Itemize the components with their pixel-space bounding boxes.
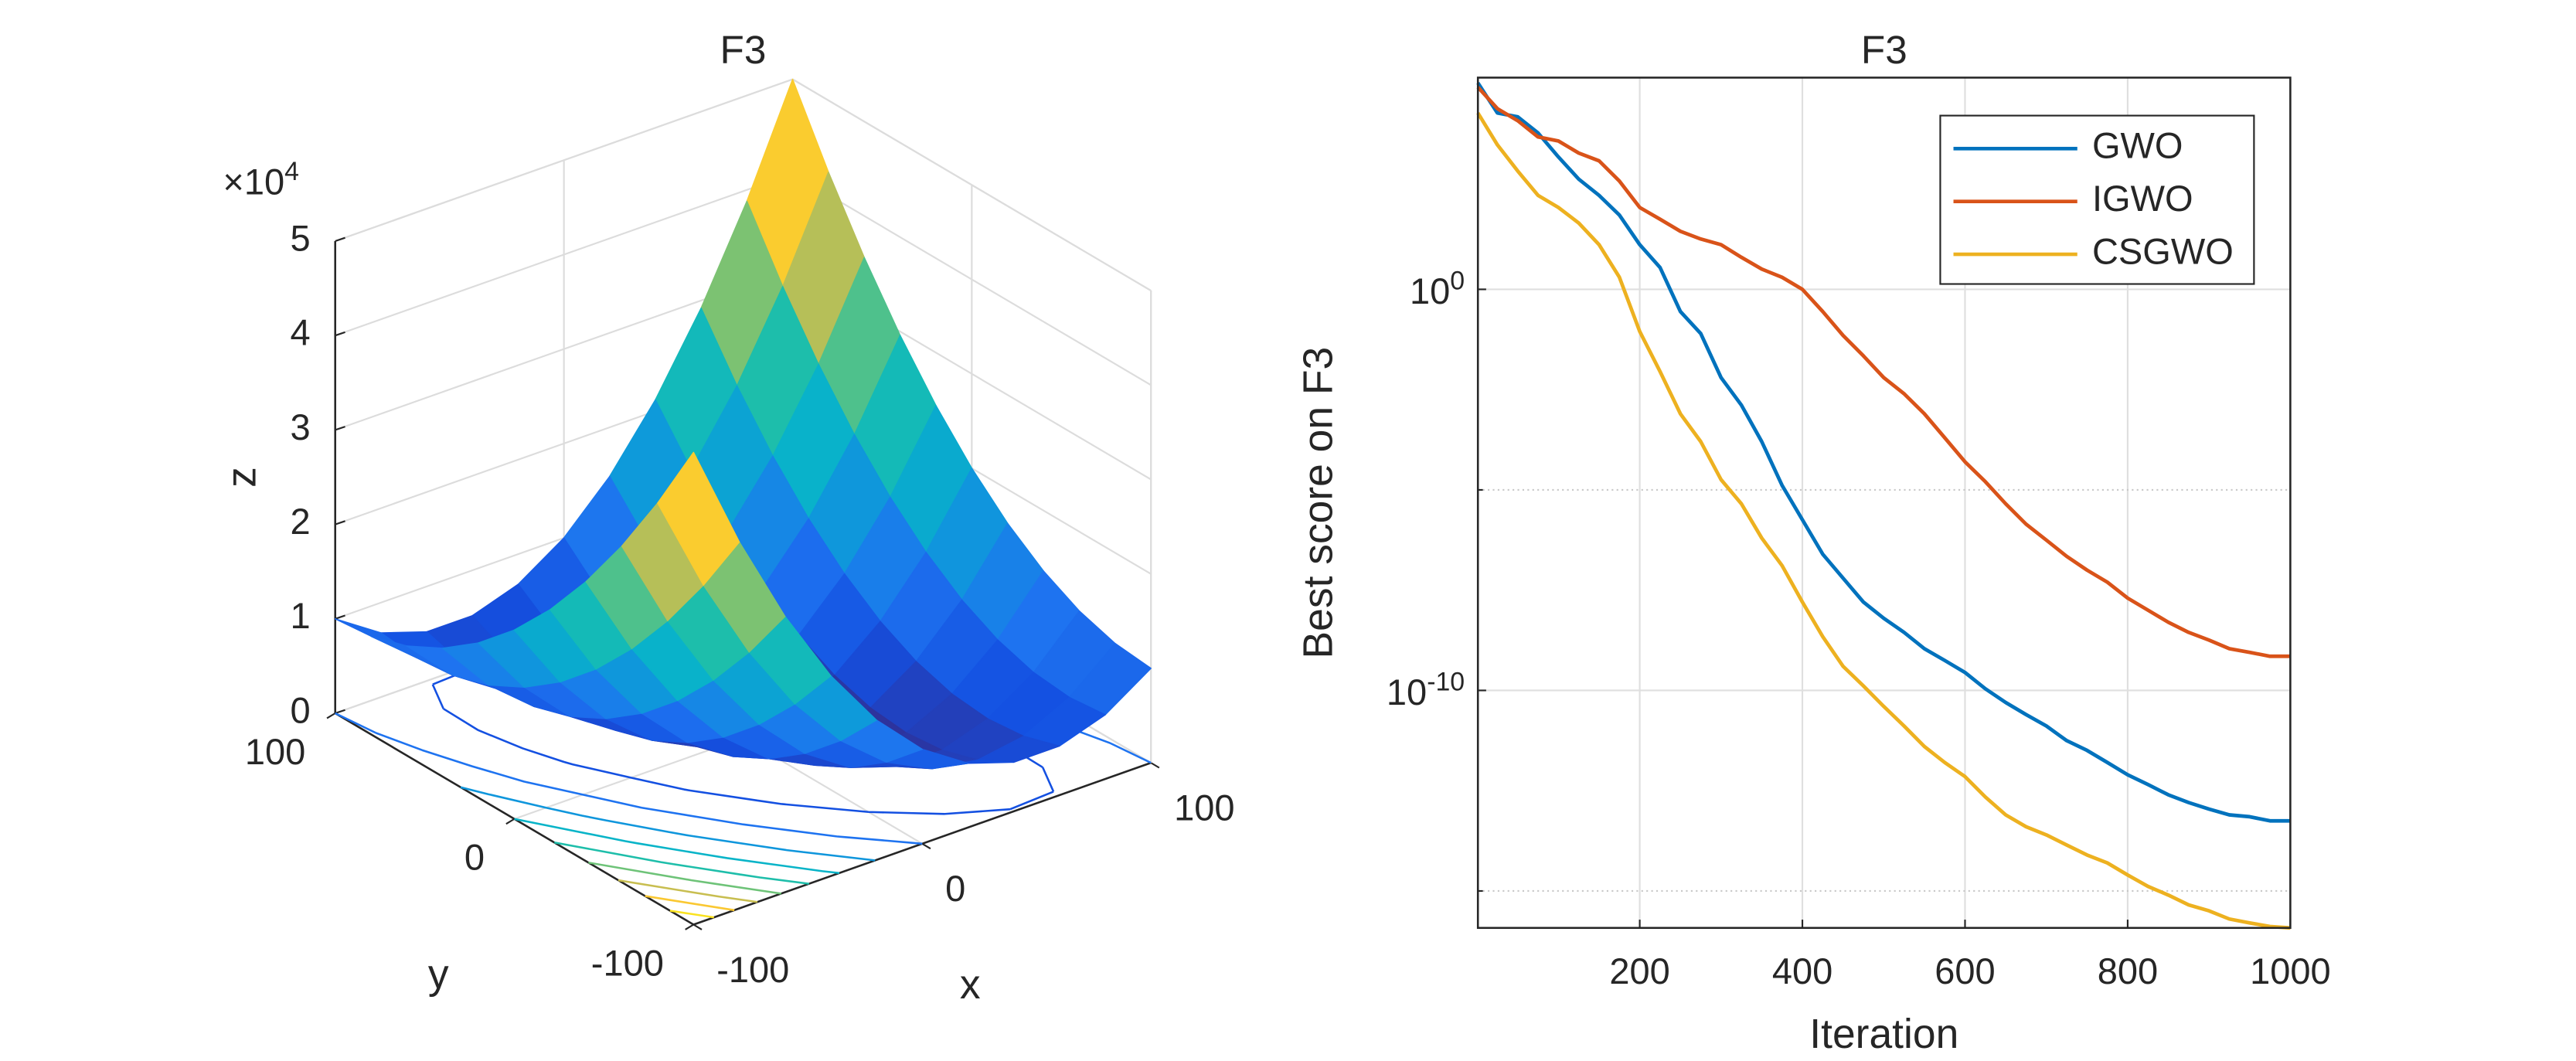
plot-frame — [1476, 77, 2292, 930]
y-axis-label: Best score on F3 — [1295, 347, 1341, 659]
y-tick-label: 100 — [245, 731, 305, 772]
x-tick-label: 800 — [2098, 950, 2158, 991]
z-tick-label: 5 — [291, 217, 311, 258]
x-tick-mark — [1150, 762, 1160, 769]
x-tick-label: 400 — [1772, 950, 1832, 991]
y-tick-mark — [685, 923, 694, 930]
z-tick-label: 1 — [291, 595, 311, 636]
y-tick-label: 0 — [464, 837, 485, 878]
x-tick-mark — [692, 923, 703, 930]
z-tick-label: 4 — [291, 312, 311, 353]
x-tick-label: 1000 — [2250, 950, 2331, 991]
x-axis-label: x — [960, 962, 981, 1008]
y-tick-mark — [326, 712, 336, 719]
z-tick-label: 2 — [291, 501, 311, 542]
grid-line — [791, 78, 1152, 291]
y-tick-label: -100 — [591, 942, 664, 983]
x-tick-label: 100 — [1174, 787, 1234, 828]
z-tick-mark — [335, 520, 345, 525]
grid-line — [335, 78, 793, 242]
z-tick-mark — [335, 709, 345, 715]
y-tick-mark — [505, 818, 516, 825]
z-axis-label: z — [219, 467, 264, 488]
x-axis-label: Iteration — [1809, 1012, 1958, 1057]
legend-label: IGWO — [2092, 178, 2193, 219]
z-tick-label: 0 — [291, 689, 311, 730]
x-tick-label: 0 — [945, 868, 965, 909]
chart-title: F3 — [1861, 28, 1907, 72]
grid-line — [791, 172, 1152, 386]
surface-face — [657, 451, 740, 586]
x-tick-mark — [921, 842, 931, 850]
z-tick-mark — [335, 236, 345, 242]
z-tick-mark — [335, 426, 345, 431]
x-tick-label: -100 — [716, 949, 789, 990]
y-tick-label: 10-10 — [1387, 668, 1465, 713]
grid-line — [335, 172, 793, 337]
z-tick-label: 3 — [291, 406, 311, 447]
data-line — [1476, 86, 2291, 658]
x-tick-label: 600 — [1935, 950, 1995, 991]
contour-line — [645, 565, 842, 912]
legend-label: GWO — [2092, 125, 2183, 166]
data-line — [1476, 111, 2291, 930]
legend-label: CSGWO — [2092, 230, 2234, 271]
chart-title: F3 — [720, 28, 767, 72]
axis-multiplier: ×104 — [223, 157, 299, 202]
y-axis-label: y — [428, 952, 449, 998]
x-tick-label: 200 — [1609, 950, 1669, 991]
y-tick-label: 100 — [1410, 267, 1465, 312]
z-tick-mark — [335, 331, 345, 337]
data-line — [1476, 82, 2291, 823]
z-tick-mark — [335, 614, 345, 620]
